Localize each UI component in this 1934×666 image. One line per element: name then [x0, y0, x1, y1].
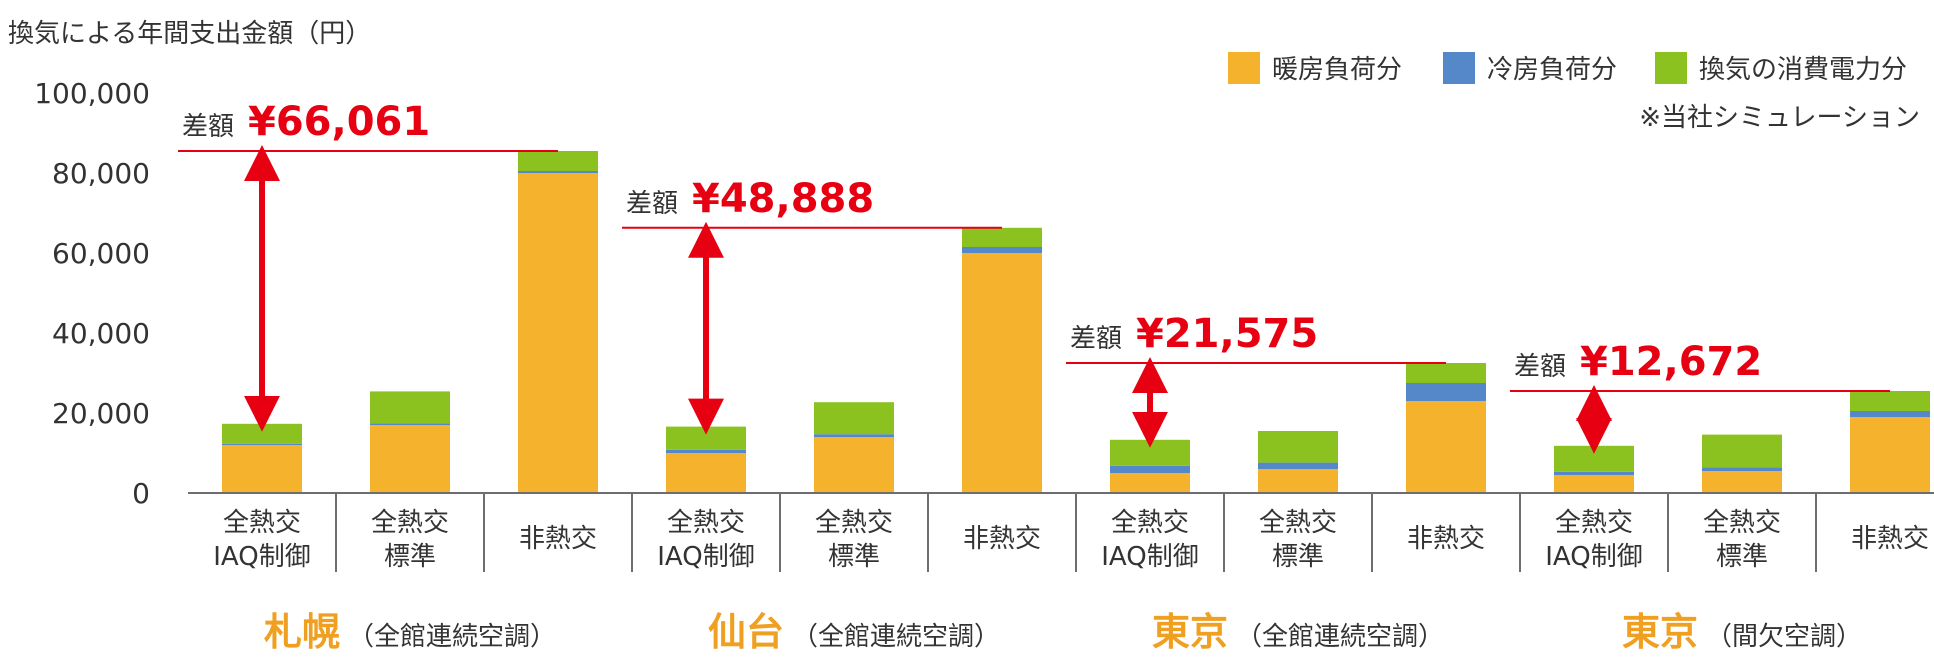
difference-value: ¥21,575 — [1136, 311, 1318, 357]
bar-segment-1 — [1850, 417, 1930, 493]
bar-segment-3 — [518, 151, 598, 171]
bar-segment-2 — [1406, 383, 1486, 401]
legend-swatch — [1655, 52, 1687, 84]
difference-annotations: 差額 ¥66,061 差額 ¥48,888 差額 ¥21,575 差額 ¥12,672 — [178, 99, 1890, 454]
bar-segment-3 — [1702, 434, 1782, 468]
bar-segment-1 — [518, 173, 598, 493]
legend-label: 冷房負荷分 — [1487, 55, 1617, 85]
group-label: 東京 （全館連続空調） — [1152, 610, 1444, 654]
category-label: 全熱交 — [1259, 508, 1337, 538]
category-label: 全熱交 — [223, 508, 301, 538]
bar-segment-3 — [814, 402, 894, 435]
bar-segment-3 — [1110, 439, 1190, 466]
bar-segment-2 — [1258, 462, 1338, 469]
bar-segment-2 — [370, 423, 450, 425]
bar-segment-1 — [222, 445, 302, 493]
bar-segment-3 — [666, 426, 746, 450]
difference-label: 差額 — [626, 189, 678, 219]
group-name: 仙台 — [708, 610, 784, 654]
bar-segment-3 — [962, 227, 1042, 247]
group-label: 仙台 （全館連続空調） — [708, 610, 1000, 654]
bar-segment-3 — [1258, 431, 1338, 463]
difference-label: 差額 — [1514, 352, 1566, 382]
y-axis: 0 20,000 40,000 60,000 80,000 100,000 — [34, 77, 150, 510]
bar-segment-3 — [1406, 363, 1486, 383]
category-label: 非熱交 — [1407, 524, 1485, 554]
legend-label: 暖房負荷分 — [1272, 55, 1402, 85]
bar-segment-2 — [1850, 411, 1930, 417]
note-text: ※当社シミュレーション — [1639, 103, 1920, 133]
group-label: 東京 （間欠空調） — [1622, 610, 1862, 654]
difference-label: 差額 — [1070, 324, 1122, 354]
group-subtitle: （全館連続空調） — [1236, 622, 1444, 652]
category-label: 全熱交 — [1111, 508, 1189, 538]
category-label: IAQ制御 — [657, 542, 754, 572]
category-label: 全熱交 — [371, 508, 449, 538]
category-label: IAQ制御 — [1101, 542, 1198, 572]
group-labels: 札幌 （全館連続空調） 仙台 （全館連続空調） 東京 （全館連続空調） 東京 （間欠空調） — [264, 610, 1862, 654]
category-label: 標準 — [1716, 542, 1768, 572]
category-label: 非熱交 — [963, 524, 1041, 554]
bar-segment-2 — [1110, 465, 1190, 473]
bar-segment-3 — [222, 423, 302, 444]
group-label: 札幌 （全館連続空調） — [264, 610, 556, 654]
category-label: 全熱交 — [667, 508, 745, 538]
category-label: 全熱交 — [815, 508, 893, 538]
bar-segment-3 — [1554, 445, 1634, 472]
category-label: 非熱交 — [1851, 524, 1929, 554]
group-name: 札幌 — [264, 610, 340, 654]
bar-segment-2 — [518, 171, 598, 173]
category-label: 全熱交 — [1555, 508, 1633, 538]
bar-segment-1 — [814, 437, 894, 493]
difference-value: ¥66,061 — [248, 99, 430, 145]
y-tick-label: 0 — [132, 477, 150, 510]
group-subtitle: （間欠空調） — [1706, 622, 1862, 652]
difference-value: ¥12,672 — [1580, 339, 1762, 385]
bar-segment-1 — [962, 253, 1042, 493]
bar-segment-1 — [370, 425, 450, 493]
y-tick-label: 80,000 — [52, 157, 150, 190]
bar-segment-1 — [1554, 475, 1634, 493]
bars — [222, 151, 1930, 493]
bar-segment-2 — [1702, 467, 1782, 471]
bar-segment-3 — [1850, 391, 1930, 411]
group-name: 東京 — [1152, 610, 1228, 654]
legend: 暖房負荷分 冷房負荷分 換気の消費電力分 — [1228, 52, 1907, 85]
category-label: IAQ制御 — [1545, 542, 1642, 572]
y-tick-label: 60,000 — [52, 237, 150, 270]
y-tick-label: 20,000 — [52, 397, 150, 430]
category-label: 全熱交 — [1703, 508, 1781, 538]
y-axis-title: 換気による年間支出金額（円） — [8, 19, 371, 49]
category-label: IAQ制御 — [213, 542, 310, 572]
legend-label: 換気の消費電力分 — [1699, 55, 1907, 85]
bar-segment-2 — [1554, 471, 1634, 475]
bar-segment-2 — [666, 449, 746, 453]
bar-segment-1 — [1406, 401, 1486, 493]
bar-segment-1 — [1110, 473, 1190, 493]
category-label: 標準 — [384, 542, 436, 572]
bar-segment-2 — [814, 434, 894, 437]
group-subtitle: （全館連続空調） — [348, 622, 556, 652]
category-label: 非熱交 — [519, 524, 597, 554]
bar-segment-2 — [222, 443, 302, 445]
category-label: 標準 — [1272, 542, 1324, 572]
group-subtitle: （全館連続空調） — [792, 622, 1000, 652]
difference-value: ¥48,888 — [692, 176, 874, 222]
bar-segment-3 — [370, 391, 450, 424]
y-tick-label: 100,000 — [34, 77, 150, 110]
legend-swatch — [1228, 52, 1260, 84]
category-label: 標準 — [828, 542, 880, 572]
bar-segment-1 — [666, 453, 746, 493]
bar-segment-1 — [1258, 469, 1338, 493]
bar-segment-1 — [1702, 471, 1782, 493]
group-name: 東京 — [1622, 610, 1698, 654]
y-tick-label: 40,000 — [52, 317, 150, 350]
difference-label: 差額 — [182, 112, 234, 142]
bar-segment-2 — [962, 247, 1042, 253]
legend-swatch — [1443, 52, 1475, 84]
